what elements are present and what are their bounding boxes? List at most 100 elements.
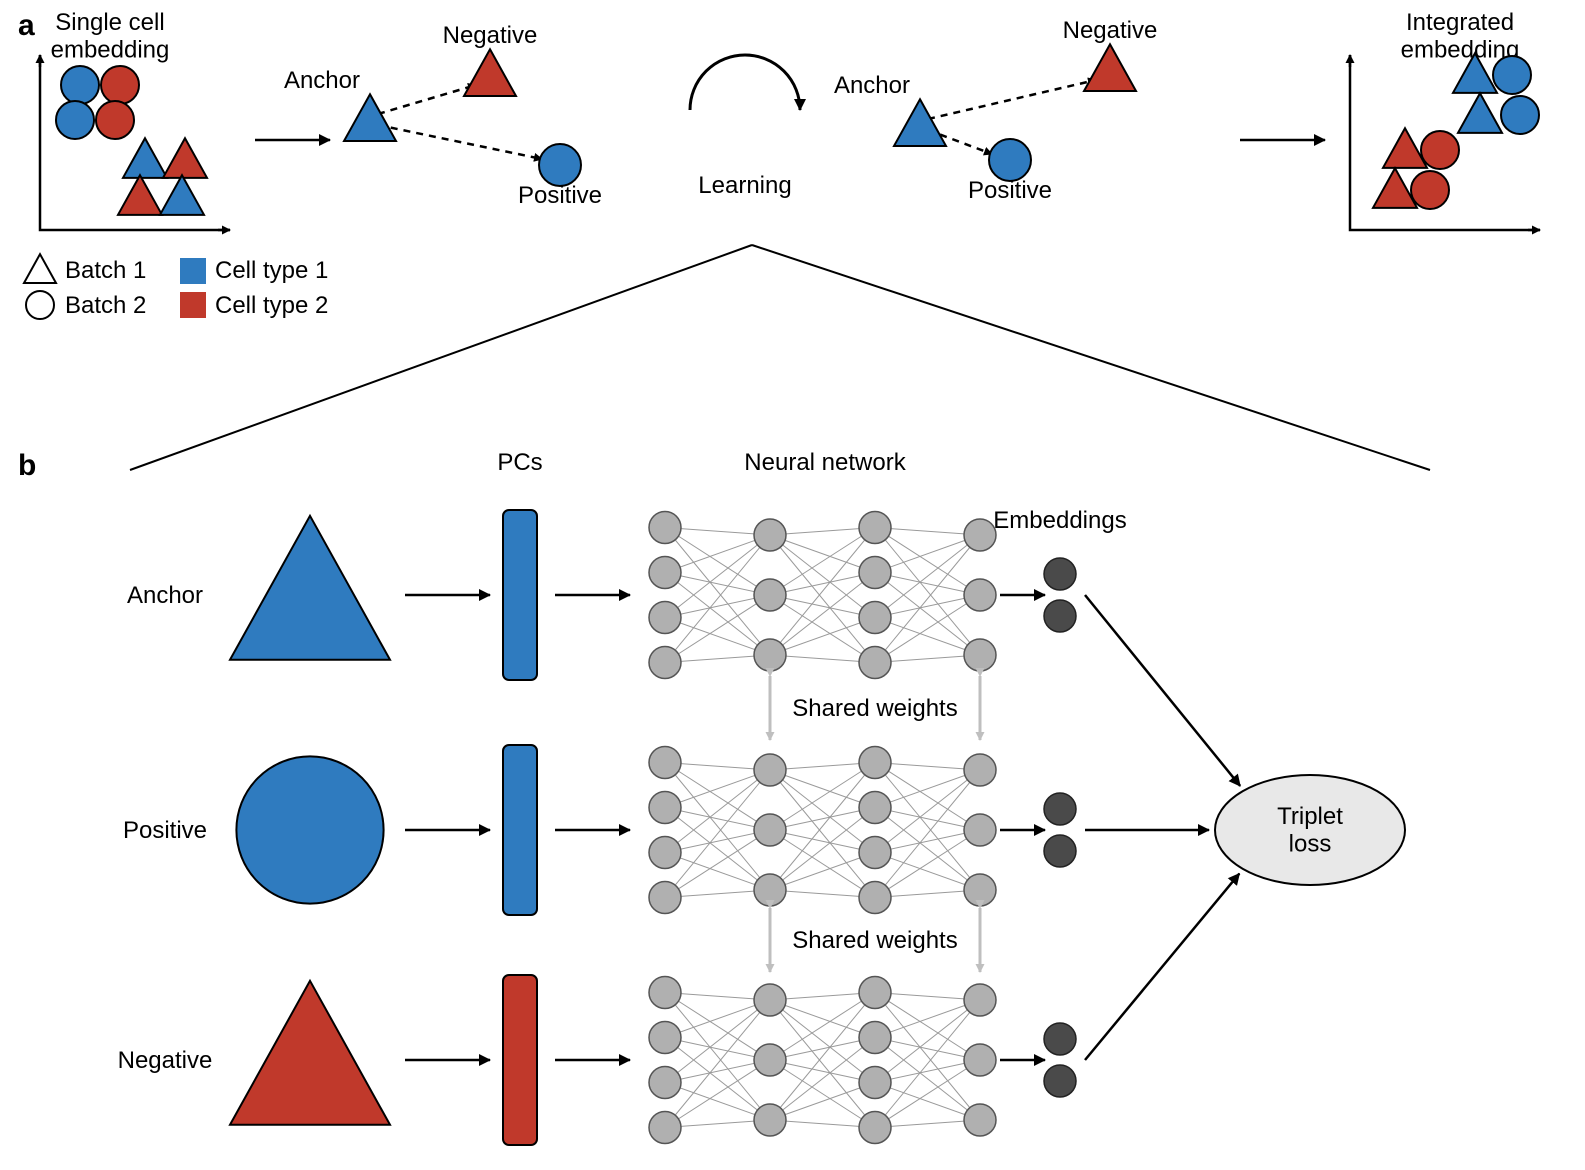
nn-node	[859, 837, 891, 869]
positive-label: Positive	[518, 182, 602, 209]
negative-pc-bar	[503, 975, 537, 1145]
nn-node	[754, 639, 786, 671]
nn-node	[964, 754, 996, 786]
legend-batch2-icon	[26, 291, 54, 319]
nn-node	[859, 602, 891, 634]
embeddings-header: Embeddings	[993, 507, 1126, 534]
negative-icon	[1084, 44, 1136, 91]
positive-pc-bar	[503, 745, 537, 915]
nn-node	[964, 579, 996, 611]
positive-embedding-node	[1044, 835, 1076, 867]
legend-ct2-label: Cell type 2	[215, 292, 328, 319]
nn-node	[649, 837, 681, 869]
pcs-header: PCs	[497, 449, 542, 476]
nn-node	[964, 1104, 996, 1136]
learning-label: Learning	[698, 172, 791, 199]
anchor-embedding-node	[1044, 558, 1076, 590]
anchor-row-label: Anchor	[127, 582, 203, 609]
nn-node	[649, 512, 681, 544]
scatter-circle	[56, 101, 94, 139]
nn-node	[754, 579, 786, 611]
legend-ct2-icon	[180, 292, 206, 318]
legend-batch2-label: Batch 2	[65, 292, 146, 319]
nn-node	[859, 1067, 891, 1099]
learning-arc	[690, 55, 800, 110]
scatter-circle	[1493, 56, 1531, 94]
single-cell-title: Single cellembedding	[51, 9, 170, 64]
scatter-triangle	[118, 175, 162, 215]
to-triplet-arrow	[1085, 595, 1240, 786]
anchor-embedding-node	[1044, 600, 1076, 632]
negative-label: Negative	[443, 22, 538, 49]
positive-shape	[236, 756, 383, 903]
scatter-triangle	[160, 175, 204, 215]
triplet-edge	[378, 125, 542, 159]
nn-node	[754, 754, 786, 786]
anchor-label: Anchor	[284, 67, 360, 94]
integrated-title: Integratedembedding	[1401, 9, 1520, 64]
legend-ct1-icon	[180, 258, 206, 284]
negative-shape	[230, 981, 390, 1125]
scatter-triangle	[123, 138, 167, 178]
nn-node	[859, 747, 891, 779]
nn-node	[754, 874, 786, 906]
nn-node	[754, 984, 786, 1016]
nn-node	[649, 557, 681, 589]
nn-node	[754, 814, 786, 846]
nn-header: Neural network	[744, 449, 906, 476]
legend-batch1-icon	[24, 254, 56, 283]
nn-node	[859, 512, 891, 544]
funnel-line	[752, 245, 1430, 470]
nn-node	[649, 1112, 681, 1144]
nn-node	[649, 1067, 681, 1099]
nn-node	[964, 874, 996, 906]
nn-node	[649, 647, 681, 679]
nn-node	[859, 977, 891, 1009]
triplet-edge	[928, 80, 1096, 119]
negative-embedding-node	[1044, 1065, 1076, 1097]
panel-a-letter: a	[18, 9, 35, 42]
positive-row-label: Positive	[123, 817, 207, 844]
scatter-triangle	[163, 138, 207, 178]
nn-node	[649, 882, 681, 914]
nn-node	[859, 1112, 891, 1144]
anchor-label: Anchor	[834, 72, 910, 99]
to-triplet-arrow	[1085, 874, 1239, 1060]
nn-node	[964, 1044, 996, 1076]
legend-ct1-label: Cell type 1	[215, 257, 328, 284]
triplet-edge	[378, 85, 476, 114]
legend-batch1-label: Batch 1	[65, 257, 146, 284]
scatter-circle	[1421, 131, 1459, 169]
nn-node	[964, 814, 996, 846]
anchor-icon	[894, 99, 946, 146]
shared-weights-label: Shared weights	[792, 695, 957, 722]
nn-node	[754, 1044, 786, 1076]
nn-node	[754, 519, 786, 551]
negative-embedding-node	[1044, 1023, 1076, 1055]
nn-node	[649, 1022, 681, 1054]
nn-node	[649, 747, 681, 779]
nn-node	[754, 1104, 786, 1136]
nn-node	[649, 977, 681, 1009]
nn-node	[649, 602, 681, 634]
nn-node	[859, 882, 891, 914]
scatter-circle	[61, 66, 99, 104]
nn-node	[859, 792, 891, 824]
nn-node	[964, 519, 996, 551]
nn-node	[649, 792, 681, 824]
scatter-circle	[1501, 96, 1539, 134]
positive-label: Positive	[968, 177, 1052, 204]
positive-embedding-node	[1044, 793, 1076, 825]
panel-b-letter: b	[18, 449, 36, 482]
anchor-icon	[344, 94, 396, 141]
positive-icon	[539, 144, 581, 186]
shared-weights-label: Shared weights	[792, 927, 957, 954]
scatter-circle	[1411, 171, 1449, 209]
negative-icon	[464, 49, 516, 96]
nn-node	[859, 557, 891, 589]
negative-label: Negative	[1063, 17, 1158, 44]
scatter-circle	[101, 66, 139, 104]
anchor-pc-bar	[503, 510, 537, 680]
nn-node	[859, 647, 891, 679]
scatter-circle	[96, 101, 134, 139]
